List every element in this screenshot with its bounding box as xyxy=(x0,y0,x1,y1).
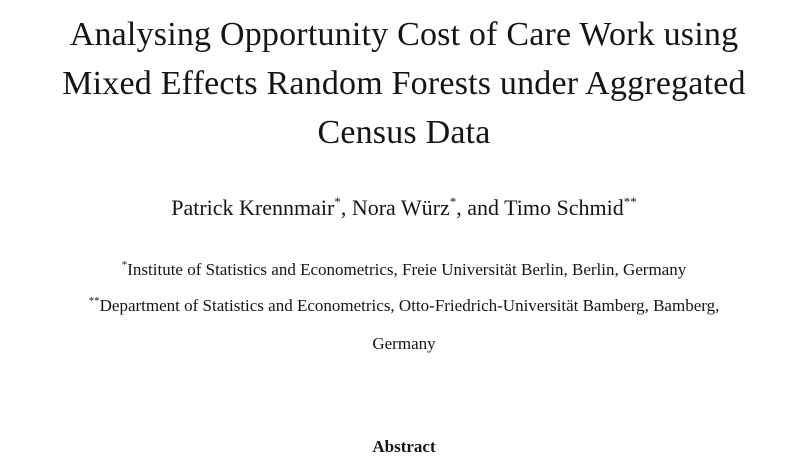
affiliation-text: Department of Statistics and Econometric… xyxy=(99,296,720,315)
paper-title: Analysing Opportunity Cost of Care Work … xyxy=(0,10,808,157)
title-line-1: Analysing Opportunity Cost of Care Work … xyxy=(69,16,739,53)
abstract-heading: Abstract xyxy=(372,437,436,456)
title-line-3: Census Data xyxy=(317,114,491,151)
affiliation-marker: * xyxy=(334,194,341,209)
affiliation-marker: * xyxy=(121,259,128,271)
author-name: Patrick Krennmair xyxy=(171,195,335,220)
author-separator: , and xyxy=(456,195,505,220)
affiliation-line-1: **Department of Statistics and Econometr… xyxy=(88,295,720,315)
affiliation-marker: ** xyxy=(623,194,637,209)
affiliation-text: Institute of Statistics and Econometrics… xyxy=(127,260,687,279)
author-separator: , xyxy=(340,195,352,220)
affiliation-line-2: Germany xyxy=(372,334,436,353)
author-list: Patrick Krennmair*, Nora Würz*, and Timo… xyxy=(0,193,808,226)
affiliation-1: *Institute of Statistics and Econometric… xyxy=(0,257,808,285)
affiliation-marker: * xyxy=(449,194,457,209)
affiliation-marker: ** xyxy=(88,295,100,307)
author-name: Timo Schmid xyxy=(504,195,624,220)
title-line-2: Mixed Effects Random Forests under Aggre… xyxy=(62,65,746,102)
author-name: Nora Würz xyxy=(351,195,450,220)
affiliation-2: **Department of Statistics and Econometr… xyxy=(0,293,808,357)
